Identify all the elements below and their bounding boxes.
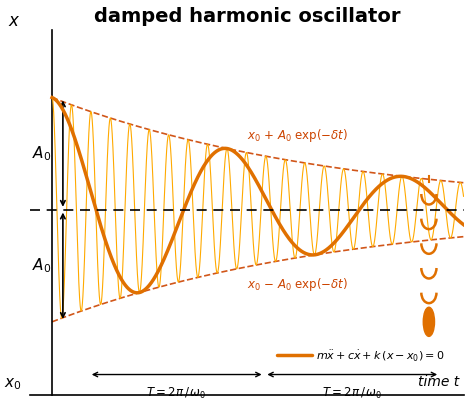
Text: x: x — [8, 12, 18, 30]
Text: $x_0$: $x_0$ — [4, 376, 22, 392]
Text: $T=2\pi\,/\,\omega_0$: $T=2\pi\,/\,\omega_0$ — [322, 386, 383, 401]
Circle shape — [423, 307, 435, 336]
Text: time t: time t — [418, 375, 459, 389]
Text: $A_0$: $A_0$ — [32, 256, 51, 275]
Text: $m\ddot{x}+c\dot{x}+k\,(x-x_0)=0$: $m\ddot{x}+c\dot{x}+k\,(x-x_0)=0$ — [316, 348, 445, 363]
Title: damped harmonic oscillator: damped harmonic oscillator — [94, 7, 400, 26]
Text: $T=2\pi\,/\,\omega_0$: $T=2\pi\,/\,\omega_0$ — [146, 386, 207, 401]
Text: $x_0$ + $A_0$ exp($-\delta t$): $x_0$ + $A_0$ exp($-\delta t$) — [247, 127, 348, 144]
Text: $x_0$ $-$ $A_0$ exp($-\delta t$): $x_0$ $-$ $A_0$ exp($-\delta t$) — [247, 276, 348, 293]
Text: $A_0$: $A_0$ — [32, 144, 51, 163]
